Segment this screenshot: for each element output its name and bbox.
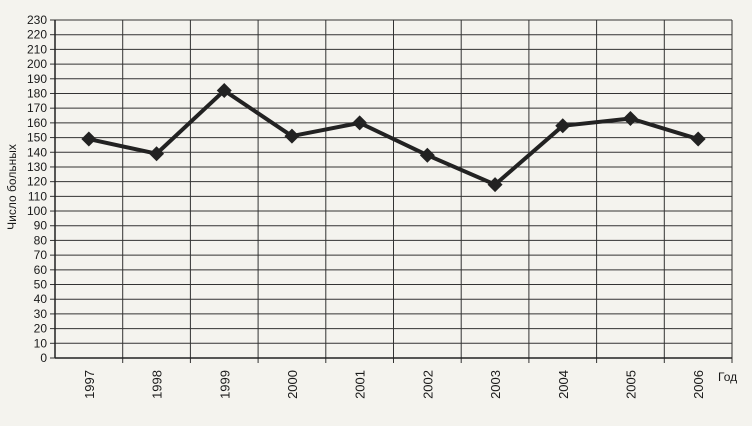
y-axis-label: Число больных [5, 144, 19, 230]
y-tick-labels: 0102030405060708090100110120130140150160… [27, 13, 47, 365]
data-point-marker [216, 83, 232, 99]
y-tick-label: 110 [28, 189, 47, 203]
y-tick-label: 80 [34, 233, 48, 247]
data-point-marker [81, 131, 97, 147]
y-tick-label: 90 [34, 219, 48, 233]
data-point-marker [284, 128, 300, 144]
x-tick-labels: 1997 1998 1999 2000 2001 2002 2003 2004 2005 2006 [82, 370, 706, 399]
y-tick-label: 200 [27, 57, 47, 71]
series-line [88, 88, 699, 187]
y-tick-label: 130 [27, 160, 47, 174]
x-tick-label: 2006 [691, 370, 706, 399]
y-tick-label: 70 [34, 248, 48, 262]
x-tick-label: 2005 [623, 370, 638, 399]
x-tick-label: 1998 [150, 370, 165, 399]
data-point-marker [419, 147, 435, 163]
y-tick-label: 180 [27, 86, 47, 100]
y-tick-label: 210 [27, 42, 47, 56]
y-tick-label: 220 [27, 28, 47, 42]
x-tick-label: 2004 [556, 370, 571, 399]
y-tick-label: 190 [27, 72, 47, 86]
x-axis-label: Год [718, 370, 737, 384]
y-tick-label: 230 [27, 13, 47, 27]
y-tick-label: 10 [34, 336, 48, 350]
y-tick-label: 140 [27, 145, 47, 159]
y-tick-label: 40 [34, 292, 48, 306]
y-tick-label: 120 [27, 175, 47, 189]
data-point-marker [622, 110, 638, 126]
axes [50, 19, 732, 359]
y-tick-label: 160 [27, 116, 47, 130]
y-tick-label: 170 [27, 101, 47, 115]
y-tick-label: 0 [40, 351, 47, 365]
x-tick-label: 2000 [285, 370, 300, 399]
x-tick-label: 1999 [217, 370, 232, 399]
data-point-marker [149, 146, 165, 162]
data-point-marker [555, 118, 571, 134]
data-point-marker [487, 177, 503, 193]
y-tick-label: 30 [34, 307, 48, 321]
y-tick-label: 100 [27, 204, 47, 218]
y-tick-label: 60 [34, 263, 48, 277]
series [81, 83, 706, 193]
data-point-marker [352, 115, 368, 131]
x-tick-label: 2001 [353, 370, 368, 399]
x-tick-label: 1997 [82, 370, 97, 399]
x-tick-label: 2002 [420, 370, 435, 399]
y-tick-label: 150 [27, 131, 47, 145]
x-tick-label: 2003 [488, 370, 503, 399]
y-tick-label: 20 [34, 322, 48, 336]
y-tick-label: 50 [34, 278, 48, 292]
data-point-marker [690, 131, 706, 147]
